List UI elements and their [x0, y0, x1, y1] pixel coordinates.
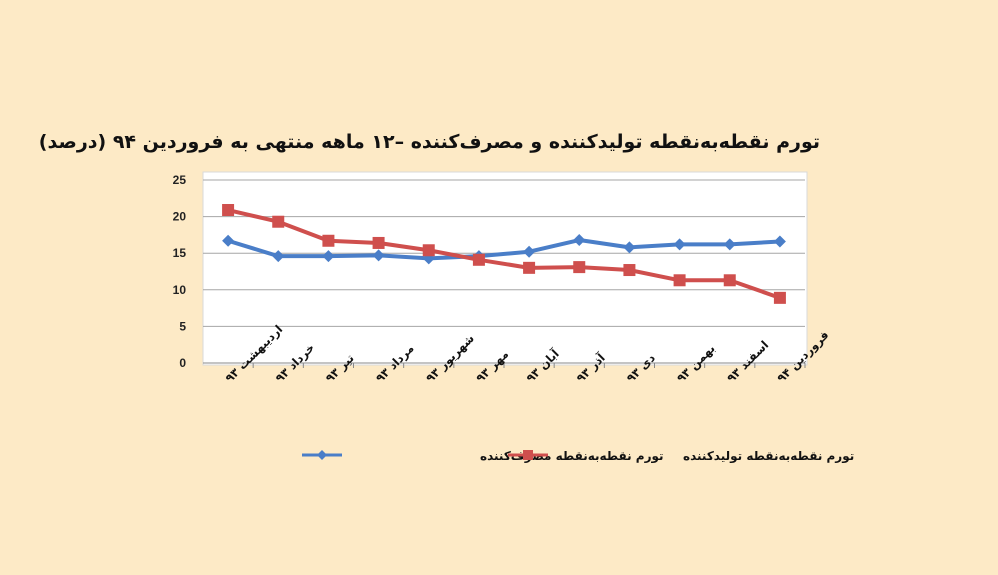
- data-point-diamond: [272, 250, 285, 263]
- legend-marker-diamond: [317, 450, 327, 460]
- data-point-square: [472, 253, 485, 266]
- legend-marker-square: [523, 450, 533, 460]
- data-point-square: [422, 244, 435, 257]
- data-point-square: [573, 261, 586, 274]
- series-line: [227, 208, 781, 300]
- data-point-square: [523, 261, 536, 274]
- series-line: [227, 238, 781, 261]
- data-point-diamond: [372, 249, 385, 262]
- data-point-diamond: [773, 235, 786, 248]
- y-tick-label: 25: [173, 173, 187, 187]
- y-tick-label: 0: [179, 356, 186, 370]
- data-point-square: [372, 236, 385, 249]
- y-tick-label: 5: [179, 319, 186, 333]
- data-point-square: [623, 264, 636, 277]
- data-point-square: [773, 291, 786, 304]
- data-point-square: [673, 274, 686, 287]
- y-tick-label: 20: [173, 210, 187, 224]
- chart-title: تورم نقطه‌به‌نقطه تولیدکننده و مصرف‌کنند…: [38, 131, 820, 153]
- legend-label: تورم نقطه‌به‌نقطه مصرف‌کننده: [480, 449, 664, 464]
- y-tick-label: 15: [173, 246, 187, 260]
- data-point-square: [272, 215, 285, 228]
- data-point-diamond: [623, 241, 636, 254]
- data-point-diamond: [573, 234, 586, 247]
- data-point-diamond: [222, 234, 235, 247]
- data-point-diamond: [673, 238, 686, 251]
- data-point-square: [723, 274, 736, 287]
- data-point-diamond: [322, 250, 335, 263]
- plot-area: [202, 171, 808, 366]
- data-point-diamond: [523, 245, 536, 258]
- legend-label: تورم نقطه‌به‌نقطه تولیدکننده: [683, 449, 854, 464]
- data-point-diamond: [723, 238, 736, 251]
- data-point-square: [222, 204, 235, 217]
- data-point-square: [322, 234, 335, 247]
- y-tick-label: 10: [173, 283, 187, 297]
